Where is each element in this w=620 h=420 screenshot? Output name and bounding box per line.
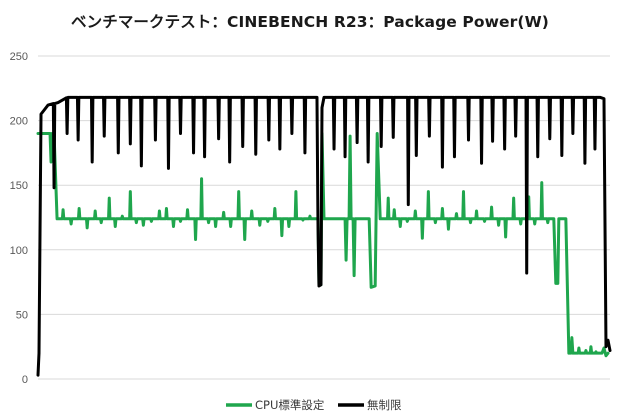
y-tick-label-200: 200 <box>10 116 28 128</box>
y-tick-label-250: 250 <box>10 51 28 63</box>
legend-label-cpu-standard: CPU標準設定 <box>255 398 325 412</box>
y-tick-label-150: 150 <box>10 180 28 192</box>
y-tick-label-100: 100 <box>10 245 28 257</box>
y-tick-label-0: 0 <box>22 374 28 386</box>
legend: CPU標準設定 無制限 <box>226 398 402 412</box>
series-lines <box>36 95 612 377</box>
y-tick-label-50: 50 <box>16 309 28 321</box>
legend-label-unlimited: 無制限 <box>367 398 402 412</box>
y-axis-ticks: 0 50 100 150 200 250 <box>10 51 28 386</box>
series-line-unlimited <box>36 95 612 377</box>
chart-title: ベンチマークテスト：CINEBENCH R23：Package Power(W) <box>71 13 549 31</box>
